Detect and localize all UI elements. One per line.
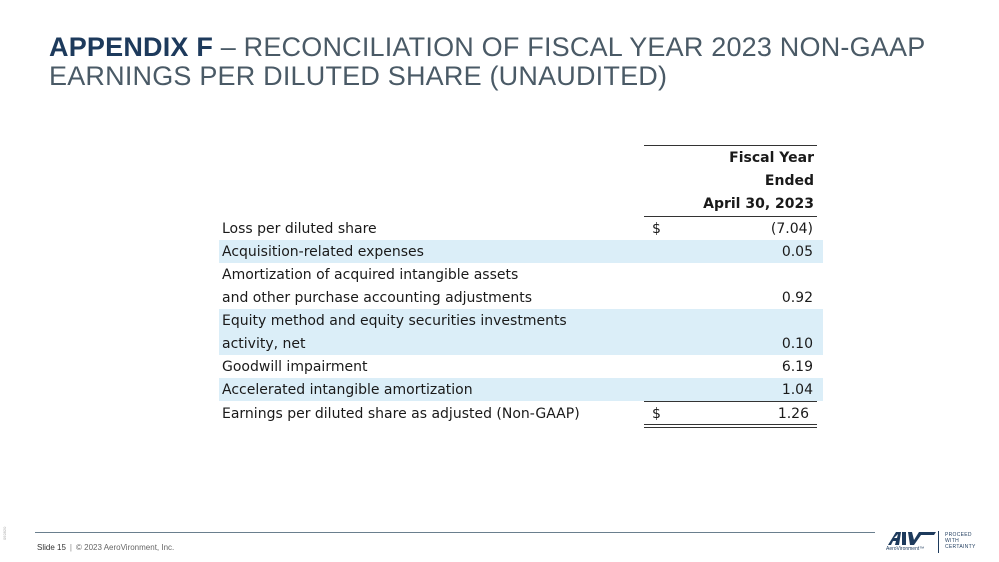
table-row: Acquisition-related expenses 0.05 bbox=[219, 240, 823, 263]
row-currency: $ bbox=[652, 405, 661, 422]
row-label: Accelerated intangible amortization bbox=[222, 381, 473, 398]
aerovironment-logo-icon bbox=[888, 532, 936, 545]
table-row: activity, net 0.10 bbox=[219, 332, 823, 355]
tagline-line: CERTAINTY bbox=[945, 544, 976, 550]
row-label: Loss per diluted share bbox=[222, 220, 377, 237]
slide-code: 092820 bbox=[2, 526, 7, 540]
table-row: Equity method and equity securities inve… bbox=[219, 309, 823, 332]
tagline-line: PROCEED bbox=[945, 532, 972, 538]
header-top-rule bbox=[644, 145, 817, 146]
row-label: Goodwill impairment bbox=[222, 358, 368, 375]
title-bold: APPENDIX F bbox=[49, 32, 214, 62]
table-row: and other purchase accounting adjustment… bbox=[219, 286, 823, 309]
header-line-3: April 30, 2023 bbox=[703, 196, 814, 212]
footer: Slide 15 | © 2023 AeroVironment, Inc. bbox=[37, 543, 174, 552]
logo-divider bbox=[938, 531, 939, 553]
row-label: Equity method and equity securities inve… bbox=[222, 312, 567, 329]
header-line-2: Ended bbox=[764, 173, 814, 189]
tagline-line: WITH bbox=[945, 538, 959, 544]
row-label: activity, net bbox=[222, 335, 306, 352]
table-row: Amortization of acquired intangible asse… bbox=[219, 263, 823, 286]
logo-wordmark: AeroVironment™ bbox=[886, 546, 925, 552]
header-line-1: Fiscal Year bbox=[729, 150, 814, 166]
total-double-rule-2 bbox=[644, 427, 817, 428]
slide-title: APPENDIX F – RECONCILIATION OF FISCAL YE… bbox=[49, 33, 979, 91]
row-value: 0.92 bbox=[781, 289, 813, 306]
total-top-rule bbox=[644, 401, 817, 402]
row-label: Amortization of acquired intangible asse… bbox=[222, 266, 519, 283]
row-currency: $ bbox=[652, 220, 661, 237]
row-value: 1.04 bbox=[781, 381, 813, 398]
row-label: Acquisition-related expenses bbox=[222, 243, 424, 260]
row-value: 6.19 bbox=[781, 358, 813, 375]
row-value: (7.04) bbox=[770, 220, 813, 237]
table-row: Loss per diluted share $ (7.04) bbox=[219, 217, 823, 240]
row-label: Earnings per diluted share as adjusted (… bbox=[222, 405, 580, 422]
table-row: Accelerated intangible amortization 1.04 bbox=[219, 378, 823, 401]
table-row-total: Earnings per diluted share as adjusted (… bbox=[219, 402, 823, 425]
table-row: Goodwill impairment 6.19 bbox=[219, 355, 823, 378]
footer-divider bbox=[35, 532, 875, 533]
title-rest: – RECONCILIATION OF FISCAL YEAR 2023 NON… bbox=[49, 32, 925, 91]
row-value: 0.10 bbox=[781, 335, 813, 352]
row-value: 0.05 bbox=[781, 243, 813, 260]
footer-separator: | bbox=[69, 543, 72, 552]
copyright: © 2023 AeroVironment, Inc. bbox=[76, 543, 175, 552]
tagline: PROCEED WITH CERTAINTY bbox=[945, 532, 976, 550]
row-value: 1.26 bbox=[777, 405, 809, 422]
header-bottom-rule bbox=[644, 216, 817, 217]
slide-number: Slide 15 bbox=[37, 543, 66, 552]
row-label: and other purchase accounting adjustment… bbox=[222, 289, 533, 306]
total-double-rule-1 bbox=[644, 424, 817, 425]
